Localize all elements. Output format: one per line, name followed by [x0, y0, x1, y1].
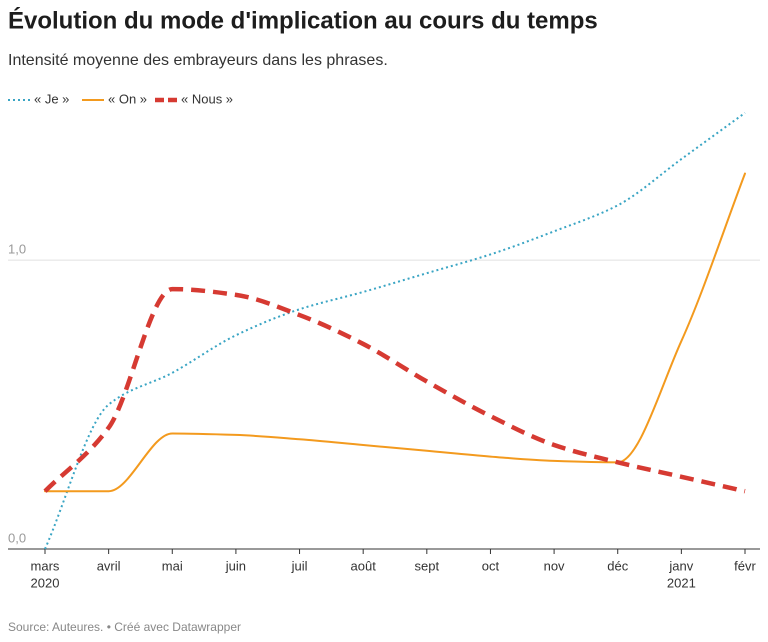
line	[43, 286, 746, 494]
source: Source: Auteures. • Créé avec Datawrappe…	[8, 620, 241, 634]
x-tick-label: sept	[415, 558, 440, 573]
chart-subtitle: Intensité moyenne des embrayeurs dans le…	[8, 52, 388, 69]
x-tick-label: janv	[668, 558, 693, 573]
legend-label: « On »	[108, 91, 147, 106]
y-tick-label: 1,0	[8, 242, 26, 257]
x-tick-label: avril	[97, 558, 121, 573]
x-tick-label: févr	[734, 558, 756, 573]
x-tick-label: juil	[291, 558, 308, 573]
legend-label: « Je »	[34, 91, 69, 106]
x-year-label: 2021	[667, 575, 696, 590]
line	[44, 172, 746, 493]
y-tick-label: 0,0	[8, 530, 26, 545]
x-tick-label: juin	[225, 558, 246, 573]
legend-label: « Nous »	[181, 91, 233, 106]
x-tick-label: nov	[544, 558, 565, 573]
line	[44, 112, 746, 550]
x-tick-label: août	[351, 558, 377, 573]
chart-title: Évolution du mode d'implication au cours…	[8, 6, 598, 34]
x-tick-label: mars	[31, 558, 60, 573]
x-year-label: 2020	[31, 575, 60, 590]
x-tick-label: déc	[607, 558, 628, 573]
x-tick-label: mai	[162, 558, 183, 573]
x-tick-label: oct	[482, 558, 500, 573]
